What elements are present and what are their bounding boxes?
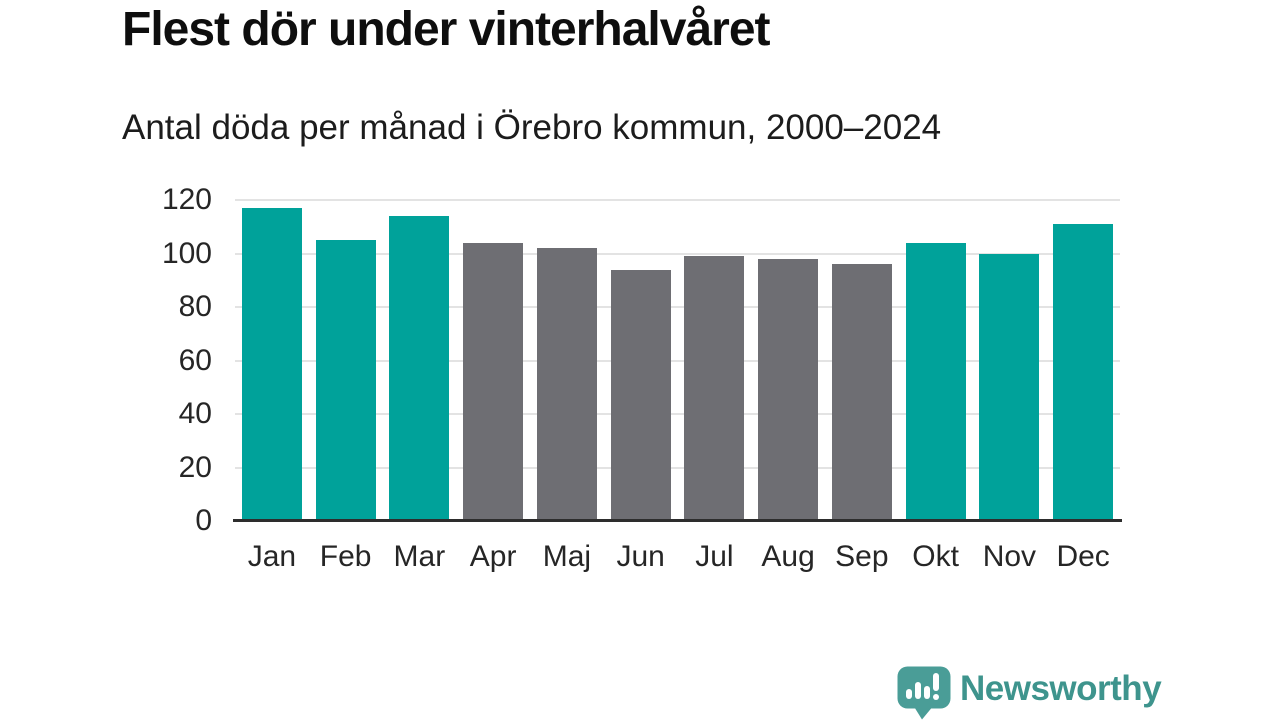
x-tick-label: Sep xyxy=(835,540,889,573)
x-tick-label: Aug xyxy=(761,540,815,573)
grid-line xyxy=(235,413,1120,415)
newsworthy-logo-text: Newsworthy xyxy=(960,669,1162,708)
bar-jul xyxy=(684,256,745,521)
x-tick-label: Jul xyxy=(695,540,734,573)
bar-aug xyxy=(758,258,819,521)
chart-title: Flest dör under vinterhalvåret xyxy=(122,3,771,56)
y-tick-label: 120 xyxy=(161,183,212,216)
grid-line xyxy=(235,306,1120,308)
chart-subtitle: Antal döda per månad i Örebro kommun, 20… xyxy=(122,108,942,147)
x-tick-label: Nov xyxy=(982,540,1037,573)
bar-apr xyxy=(463,242,524,521)
y-tick-label: 100 xyxy=(161,236,212,270)
x-tick-label: Dec xyxy=(1056,540,1110,573)
bar-nov xyxy=(979,253,1040,521)
x-tick-label: Apr xyxy=(469,540,517,573)
bar-sep xyxy=(831,264,892,521)
y-tick-label: 80 xyxy=(178,290,212,323)
y-tick-label: 60 xyxy=(178,343,212,377)
x-tick-label: Okt xyxy=(912,540,959,573)
bar-dec xyxy=(1053,224,1114,521)
x-tick-label: Maj xyxy=(542,540,592,573)
bar-okt xyxy=(905,242,966,521)
bar-feb xyxy=(315,240,376,521)
x-tick-label: Jun xyxy=(616,540,665,573)
x-tick-label: Feb xyxy=(319,540,372,573)
grid-line xyxy=(235,199,1120,201)
newsworthy-speech-bubble-bar-chart-icon xyxy=(897,666,951,720)
x-axis-tick-labels: Jan Feb Mar Apr Maj Jun Jul Aug Sep Okt Nov Dec xyxy=(235,540,1120,574)
grid-line xyxy=(235,252,1120,255)
x-tick-label: Mar xyxy=(393,540,446,573)
y-tick-label: 0 xyxy=(195,504,212,537)
y-tick-label: 20 xyxy=(178,450,212,484)
x-axis-baseline xyxy=(233,519,1122,522)
bar-jan xyxy=(241,208,302,521)
y-tick-label: 40 xyxy=(178,397,212,430)
bar-chart-plot-area xyxy=(235,199,1120,521)
grid-line xyxy=(235,359,1120,362)
newsworthy-logo: Newsworthy xyxy=(897,665,1162,720)
bar-jun xyxy=(610,269,671,521)
x-tick-label: Jan xyxy=(247,540,297,573)
grid-line xyxy=(235,466,1120,469)
bar-maj xyxy=(536,248,597,521)
bar-mar xyxy=(389,216,450,521)
y-axis-tick-labels: 0 20 40 60 80 100 120 xyxy=(60,185,212,536)
